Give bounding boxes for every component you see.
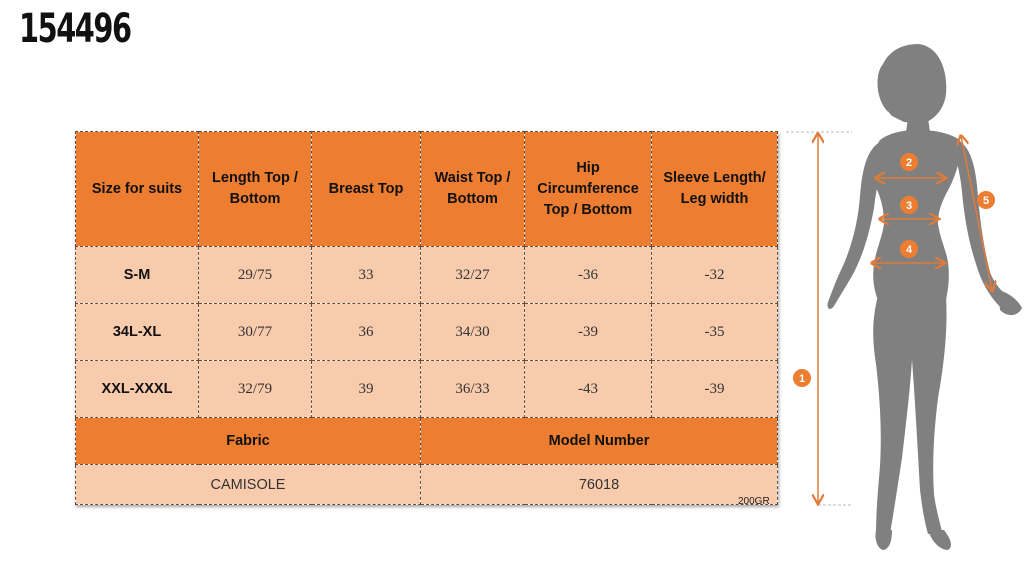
fabric-header-row: Fabric Model Number [75, 417, 778, 465]
header-breast: Breast Top [311, 131, 421, 247]
size-cell: XXL-XXXL [75, 360, 199, 418]
fabric-value: CAMISOLE [75, 464, 421, 505]
header-waist: Waist Top / Bottom [420, 131, 525, 247]
size-chart-table: Size for suits Length Top / Bottom Breas… [75, 131, 778, 505]
product-code: 154496 [19, 6, 132, 52]
marker-4-label: 4 [906, 244, 913, 256]
header-sleeve: Sleeve Length/ Leg width [651, 131, 778, 247]
marker-5: 5 [977, 191, 995, 209]
breast-cell: 33 [311, 246, 421, 304]
header-row: Size for suits Length Top / Bottom Breas… [75, 131, 778, 247]
fabric-value-row: CAMISOLE 76018 [75, 464, 778, 505]
sleeve-measure-line [961, 136, 992, 290]
sleeve-cell: -32 [651, 246, 778, 304]
model-number-value: 76018 [420, 464, 778, 505]
table-row: XXL-XXXL 32/79 39 36/33 -43 -39 [75, 360, 778, 418]
breast-cell: 39 [311, 360, 421, 418]
marker-2-label: 2 [906, 157, 912, 169]
marker-3-label: 3 [906, 200, 912, 212]
header-size: Size for suits [75, 131, 199, 247]
marker-2: 2 [900, 153, 918, 171]
header-length: Length Top / Bottom [198, 131, 312, 247]
hip-cell: -36 [524, 246, 652, 304]
marker-1: 1 [793, 369, 811, 387]
fabric-weight-note: 200GR [738, 496, 770, 507]
sleeve-cell: -35 [651, 303, 778, 361]
waist-cell: 32/27 [420, 246, 525, 304]
sleeve-cell: -39 [651, 360, 778, 418]
marker-3: 3 [900, 196, 918, 214]
size-cell: S-M [75, 246, 199, 304]
length-cell: 29/75 [198, 246, 312, 304]
length-cell: 30/77 [198, 303, 312, 361]
waist-cell: 36/33 [420, 360, 525, 418]
model-number-label: Model Number [420, 417, 778, 465]
length-cell: 32/79 [198, 360, 312, 418]
body-silhouette-icon [827, 44, 1022, 550]
marker-1-label: 1 [799, 373, 805, 385]
marker-5-label: 5 [983, 195, 989, 207]
fabric-label: Fabric [75, 417, 421, 465]
marker-4: 4 [900, 240, 918, 258]
hip-cell: -39 [524, 303, 652, 361]
header-hip: Hip Circumference Top / Bottom [524, 131, 652, 247]
table-row: S-M 29/75 33 32/27 -36 -32 [75, 246, 778, 304]
waist-cell: 34/30 [420, 303, 525, 361]
